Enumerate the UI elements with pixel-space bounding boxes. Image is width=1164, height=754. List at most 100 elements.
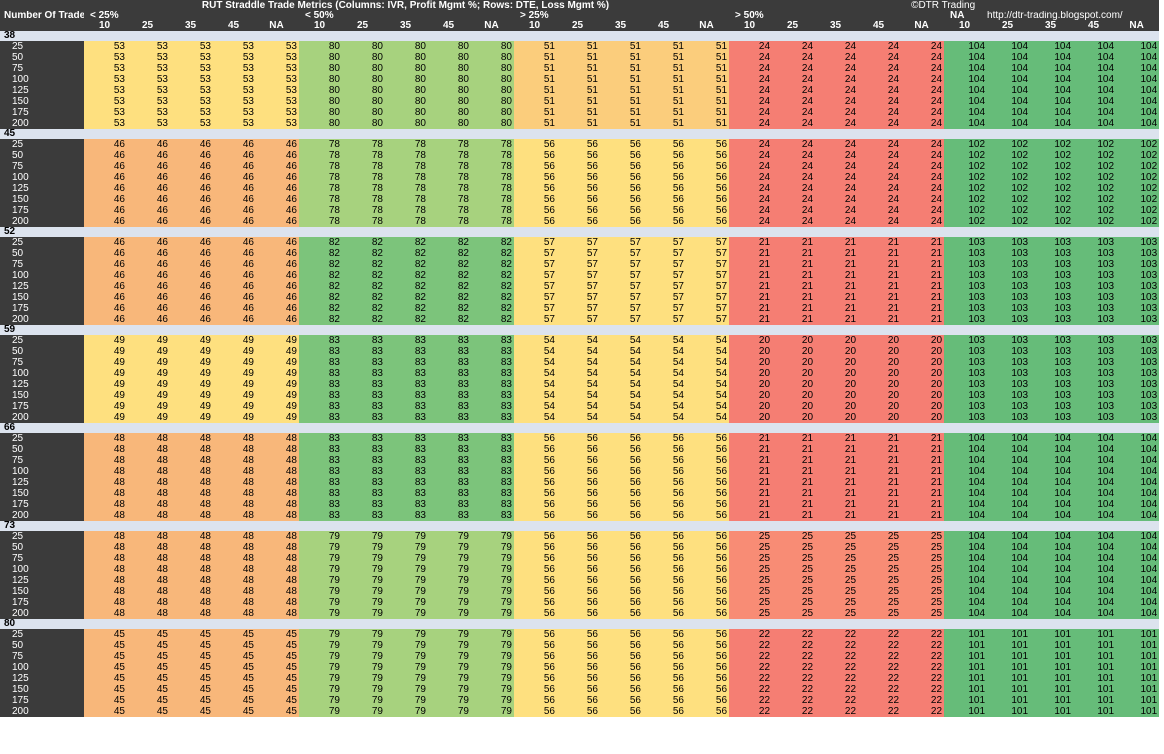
group-spacer-cell	[213, 325, 256, 335]
dte-group-label: 52	[0, 227, 84, 237]
trade-count-cell: 82	[428, 259, 471, 270]
trade-count-cell: 48	[213, 466, 256, 477]
loss-mgmt-label: 175	[0, 303, 84, 314]
trade-count-cell: 46	[127, 150, 170, 161]
trade-count-cell: 79	[342, 575, 385, 586]
trade-count-cell: 20	[815, 401, 859, 412]
trade-count-cell: 56	[514, 673, 557, 684]
trade-count-cell: 56	[686, 172, 730, 183]
ivr-header-blank	[858, 11, 902, 21]
trade-count-cell: 48	[213, 499, 256, 510]
loss-mgmt-label: 125	[0, 379, 84, 390]
trade-count-cell: 21	[772, 455, 816, 466]
trade-count-cell: 103	[944, 390, 988, 401]
trade-count-cell: 21	[772, 314, 816, 325]
trade-count-cell: 56	[557, 531, 600, 542]
trade-count-cell: 48	[127, 466, 170, 477]
trade-count-cell: 56	[557, 161, 600, 172]
trade-count-cell: 103	[1116, 248, 1160, 259]
trade-count-cell: 56	[686, 139, 730, 150]
loss-mgmt-label: 25	[0, 237, 84, 248]
trade-count-cell: 21	[815, 314, 859, 325]
trade-count-cell: 56	[600, 205, 643, 216]
trade-count-cell: 54	[643, 346, 686, 357]
trade-count-cell: 22	[772, 651, 816, 662]
trade-count-cell: 78	[428, 194, 471, 205]
table-row: 50 48 48 48 48 48 83 83 83 83 83 56 56 56 56 56 21 21 21 21…	[0, 444, 1160, 455]
group-spacer-cell	[428, 423, 471, 433]
trade-count-cell: 56	[686, 542, 730, 553]
trade-count-cell: 57	[557, 270, 600, 281]
trade-count-cell: 56	[643, 575, 686, 586]
trade-count-cell: 80	[385, 52, 428, 63]
trade-count-cell: 82	[299, 248, 342, 259]
trade-count-cell: 48	[213, 575, 256, 586]
trade-count-cell: 82	[428, 292, 471, 303]
ivr-header-blank	[256, 11, 299, 21]
profit-mgmt-header: 35	[170, 21, 213, 31]
trade-count-cell: 104	[944, 444, 988, 455]
trade-count-cell: 46	[84, 216, 127, 227]
trade-count-cell: 24	[858, 118, 902, 129]
trade-count-cell: 103	[944, 303, 988, 314]
trade-count-cell: 21	[729, 444, 773, 455]
trade-count-cell: 45	[84, 662, 127, 673]
group-spacer-cell	[256, 619, 299, 629]
trade-count-cell: 57	[643, 237, 686, 248]
trade-count-cell: 104	[1116, 510, 1160, 521]
trade-count-cell: 103	[1116, 346, 1160, 357]
trade-count-cell: 103	[987, 259, 1031, 270]
trade-count-cell: 51	[514, 52, 557, 63]
trade-count-cell: 45	[127, 662, 170, 673]
trade-count-cell: 22	[772, 629, 816, 640]
trade-count-cell: 46	[256, 281, 299, 292]
trade-count-cell: 25	[858, 542, 902, 553]
trade-count-cell: 104	[1116, 597, 1160, 608]
trade-count-cell: 56	[514, 662, 557, 673]
trade-count-cell: 56	[557, 466, 600, 477]
trade-count-cell: 22	[772, 640, 816, 651]
trade-count-cell: 103	[987, 401, 1031, 412]
trade-count-cell: 53	[84, 74, 127, 85]
trade-count-cell: 25	[772, 597, 816, 608]
trade-count-cell: 49	[127, 401, 170, 412]
trade-count-cell: 103	[1073, 259, 1117, 270]
group-spacer-cell	[84, 521, 127, 531]
trade-count-cell: 79	[471, 542, 514, 553]
trade-count-cell: 79	[471, 651, 514, 662]
trade-count-cell: 83	[385, 488, 428, 499]
profit-mgmt-header: 25	[772, 21, 816, 31]
loss-mgmt-label: 150	[0, 390, 84, 401]
trade-count-cell: 82	[342, 270, 385, 281]
trade-count-cell: 83	[385, 346, 428, 357]
trade-count-cell: 21	[901, 455, 945, 466]
trade-count-cell: 49	[127, 390, 170, 401]
trade-count-cell: 103	[1116, 270, 1160, 281]
trade-count-cell: 56	[686, 586, 730, 597]
trade-count-cell: 48	[170, 510, 213, 521]
trade-count-cell: 24	[815, 172, 859, 183]
group-spacer-cell	[815, 129, 859, 139]
trade-count-cell: 104	[1116, 531, 1160, 542]
trade-count-cell: 48	[170, 488, 213, 499]
trade-count-cell: 24	[729, 194, 773, 205]
group-spacer-cell	[643, 227, 686, 237]
trade-count-cell: 56	[686, 455, 730, 466]
trade-count-cell: 56	[600, 444, 643, 455]
trade-count-cell: 56	[514, 542, 557, 553]
trade-count-cell: 79	[299, 684, 342, 695]
trade-count-cell: 104	[987, 96, 1031, 107]
trade-count-cell: 25	[729, 608, 773, 619]
trade-count-cell: 24	[901, 118, 945, 129]
trade-count-cell: 45	[127, 640, 170, 651]
trade-count-cell: 102	[1073, 161, 1117, 172]
trade-count-cell: 46	[213, 248, 256, 259]
trade-count-cell: 102	[1030, 194, 1074, 205]
dte-group-row: 45	[0, 129, 1160, 139]
table-row: 175 48 48 48 48 48 79 79 79 79 79 56 56 56 56 56 25 25 25 2…	[0, 597, 1160, 608]
loss-mgmt-label: 150	[0, 488, 84, 499]
trade-count-cell: 56	[643, 629, 686, 640]
trade-count-cell: 24	[729, 216, 773, 227]
trade-count-cell: 104	[1116, 118, 1160, 129]
group-spacer-cell	[600, 227, 643, 237]
